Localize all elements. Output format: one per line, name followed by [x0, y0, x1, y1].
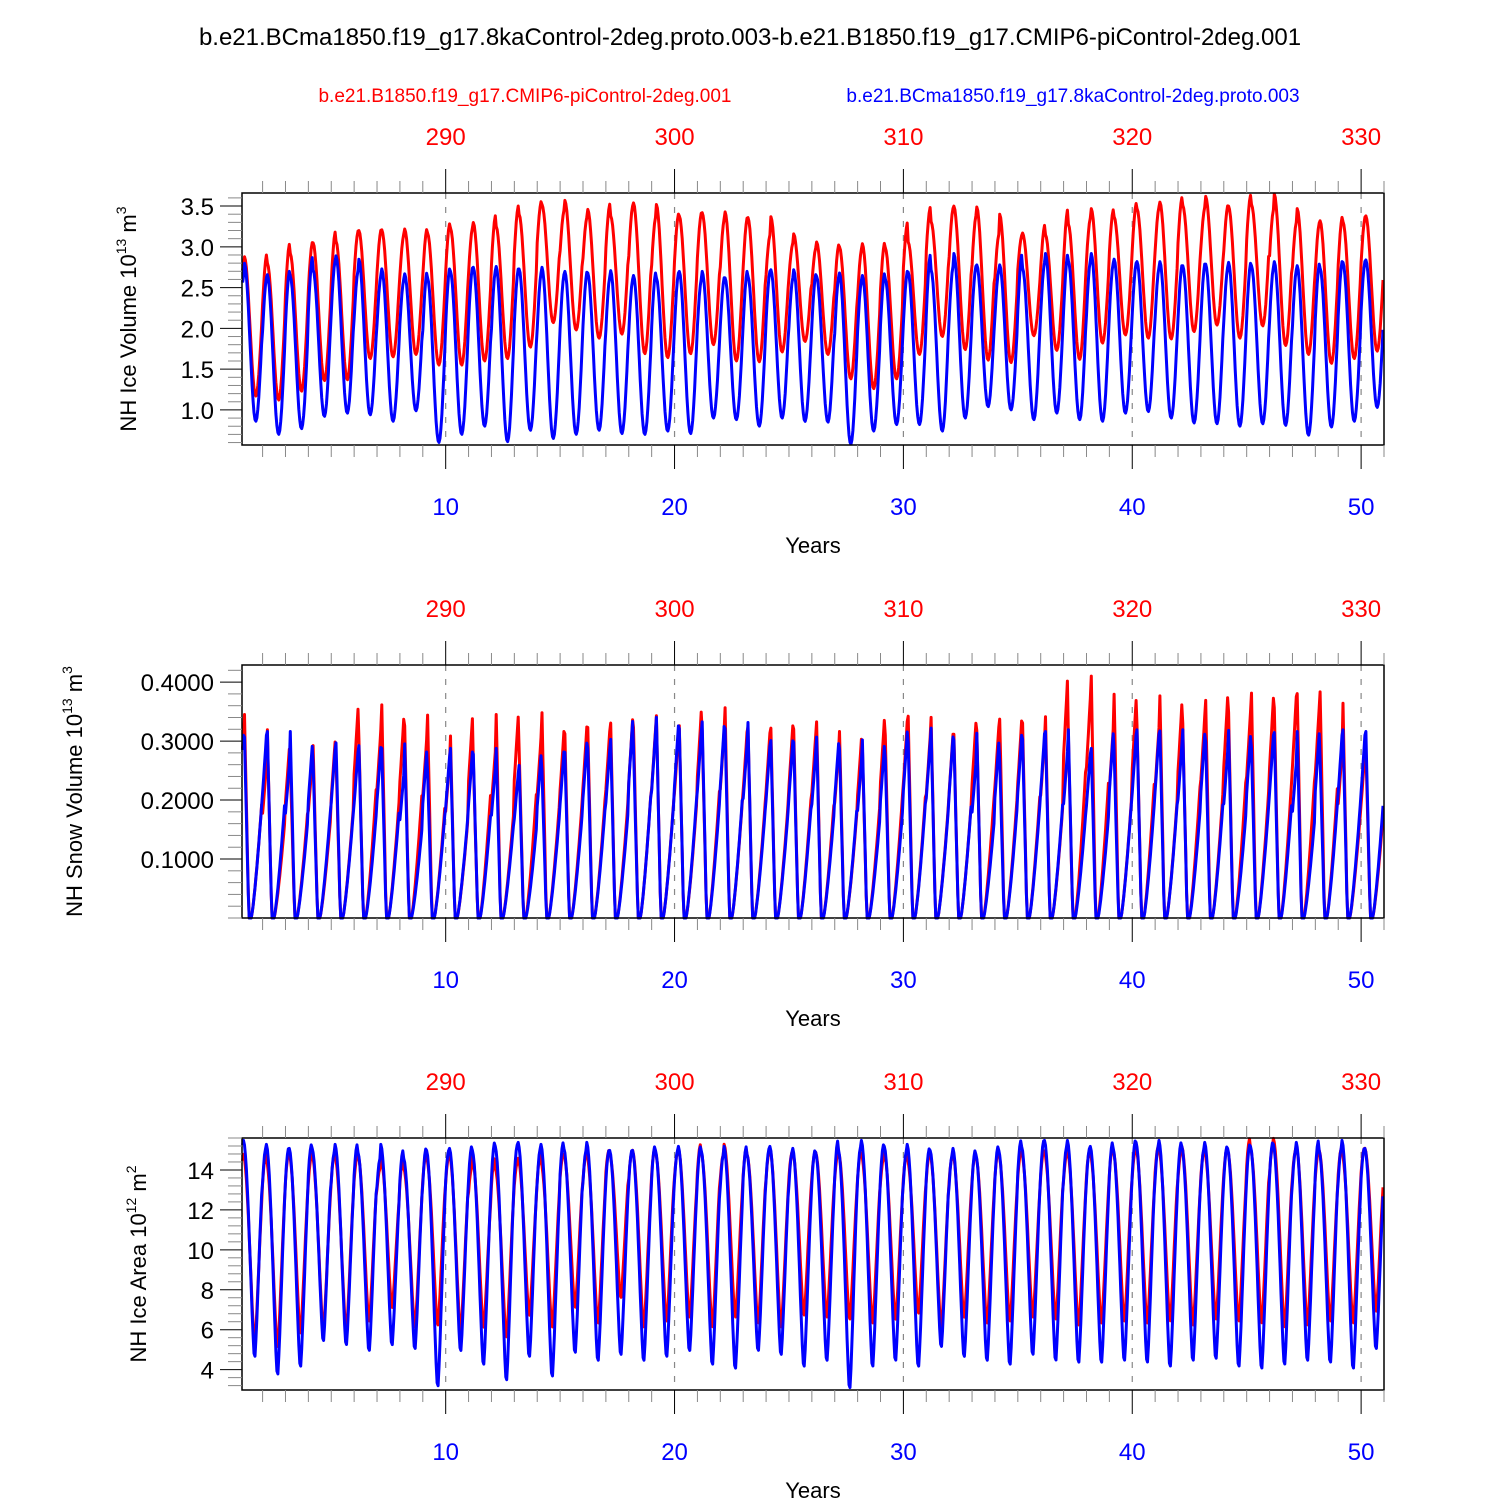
y-tick-label: 14	[187, 1158, 214, 1185]
x-tick-label-top: 290	[426, 596, 466, 623]
x-tick-label-top: 310	[883, 596, 923, 623]
y-tick-label: 6	[201, 1318, 214, 1345]
x-tick-label-top: 330	[1341, 124, 1381, 151]
x-tick-label-bottom: 40	[1119, 967, 1146, 994]
x-tick-label-bottom: 10	[432, 1439, 459, 1466]
x-tick-label-top: 330	[1341, 1069, 1381, 1096]
x-tick-label-bottom: 50	[1348, 967, 1375, 994]
y-tick-label: 1.0	[181, 398, 214, 425]
x-tick-label-bottom: 20	[661, 494, 688, 521]
x-tick-label-bottom: 20	[661, 967, 688, 994]
x-tick-label-top: 330	[1341, 596, 1381, 623]
x-tick-label-top: 300	[655, 1069, 695, 1096]
y-tick-label: 0.3000	[141, 729, 214, 756]
plot-frame	[241, 664, 1385, 919]
panel-2: 0.1000 0.2000 0.3000 0.4000 10 290 20 300 30 310 4…	[59, 596, 1385, 1031]
y-tick-label: 4	[201, 1358, 214, 1385]
figure-title: b.e21.BCma1850.f19_g17.8kaControl-2deg.p…	[199, 24, 1301, 51]
y-tick-label: 3.5	[181, 194, 214, 221]
panel-1: 1.0 1.5 2.0 2.5 3.0 3.5 10 290 20 300 30 310 40 320 50…	[113, 124, 1385, 558]
y-tick-label: 3.0	[181, 235, 214, 262]
x-tick-label-bottom: 30	[890, 1439, 917, 1466]
y-tick-label: 10	[187, 1238, 214, 1265]
plot-frame	[241, 192, 1385, 446]
x-tick-label-bottom: 40	[1119, 494, 1146, 521]
panel-3: 4 6 8 10 12 14 10 290 20 300 30 310 40 320 50 330 Years N…	[123, 1069, 1385, 1500]
x-axis-label: Years	[785, 1006, 840, 1031]
series-line-red	[241, 192, 1385, 402]
x-tick-label-top: 310	[883, 124, 923, 151]
y-tick-label: 2.0	[181, 316, 214, 343]
x-tick-label-top: 320	[1112, 596, 1152, 623]
plot-frame	[241, 1137, 1385, 1391]
x-tick-label-bottom: 50	[1348, 1439, 1375, 1466]
y-tick-label: 0.2000	[141, 788, 214, 815]
y-axis-label: NH Snow Volume 1013 m3	[59, 666, 87, 917]
series-line-blue	[241, 252, 1385, 446]
x-tick-label-top: 300	[655, 124, 695, 151]
x-tick-label-top: 320	[1112, 1069, 1152, 1096]
y-tick-label: 8	[201, 1278, 214, 1305]
legend-blue-label: b.e21.BCma1850.f19_g17.8kaControl-2deg.p…	[846, 86, 1299, 107]
x-tick-label-bottom: 40	[1119, 1439, 1146, 1466]
y-axis-label: NH Ice Area 1012 m2	[123, 1165, 151, 1362]
y-tick-label: 12	[187, 1198, 214, 1225]
x-tick-label-bottom: 30	[890, 494, 917, 521]
x-tick-label-bottom: 50	[1348, 494, 1375, 521]
x-tick-label-top: 290	[426, 1069, 466, 1096]
x-axis-label: Years	[785, 533, 840, 558]
x-tick-label-bottom: 30	[890, 967, 917, 994]
x-tick-label-bottom: 10	[432, 494, 459, 521]
y-tick-label: 2.5	[181, 276, 214, 303]
x-tick-label-bottom: 20	[661, 1439, 688, 1466]
y-axis-label: NH Ice Volume 1013 m3	[113, 206, 141, 431]
legend-red-label: b.e21.B1850.f19_g17.CMIP6-piControl-2deg…	[318, 86, 731, 107]
x-tick-label-bottom: 10	[432, 967, 459, 994]
y-tick-label: 0.1000	[141, 847, 214, 874]
x-axis-label: Years	[785, 1478, 840, 1500]
x-tick-label-top: 320	[1112, 124, 1152, 151]
x-tick-label-top: 310	[883, 1069, 923, 1096]
series-line-blue	[241, 1138, 1385, 1390]
y-tick-label: 1.5	[181, 357, 214, 384]
x-tick-label-top: 300	[655, 596, 695, 623]
x-tick-label-top: 290	[426, 124, 466, 151]
y-tick-label: 0.4000	[141, 670, 214, 697]
